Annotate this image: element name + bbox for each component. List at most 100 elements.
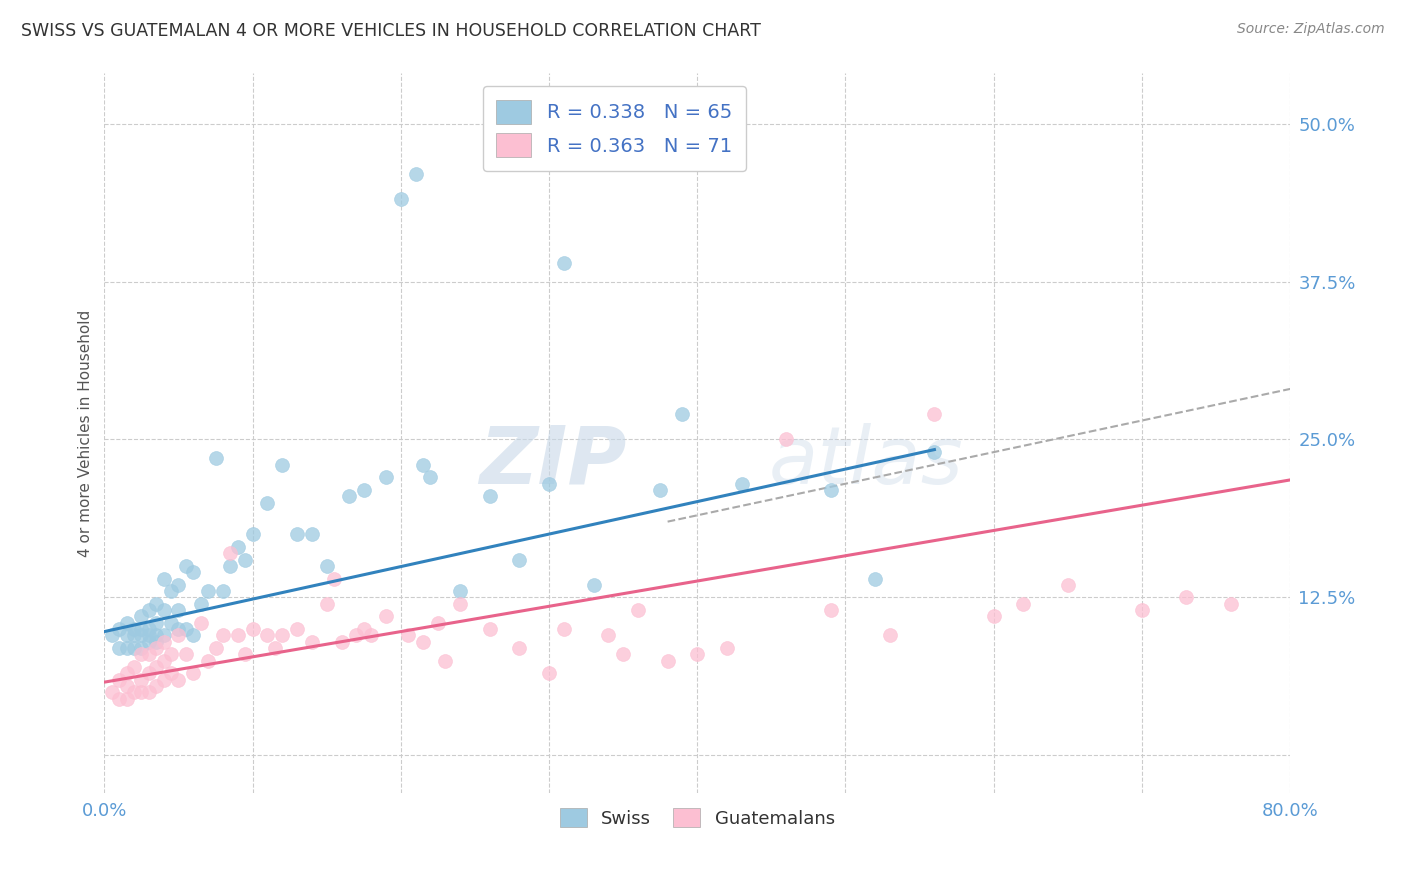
Point [152, 628, 174, 642]
Point [219, 558, 242, 573]
Point [181, 565, 204, 579]
Point [405, 167, 427, 181]
Point [301, 527, 323, 541]
Point [131, 685, 153, 699]
Point [353, 483, 375, 497]
Point [226, 540, 249, 554]
Point [101, 628, 124, 642]
Point [686, 648, 709, 662]
Point [315, 597, 337, 611]
Point [256, 496, 278, 510]
Point [174, 558, 197, 573]
Point [167, 673, 190, 687]
Point [167, 603, 190, 617]
Point [657, 654, 679, 668]
Point [138, 685, 160, 699]
Point [412, 634, 434, 648]
Point [160, 584, 183, 599]
Point [627, 603, 650, 617]
Point [115, 691, 138, 706]
Point [160, 666, 183, 681]
Point [190, 597, 212, 611]
Point [167, 578, 190, 592]
Point [212, 584, 235, 599]
Point [360, 628, 382, 642]
Text: SWISS VS GUATEMALAN 4 OR MORE VEHICLES IN HOUSEHOLD CORRELATION CHART: SWISS VS GUATEMALAN 4 OR MORE VEHICLES I… [21, 22, 761, 40]
Point [449, 584, 471, 599]
Point [115, 679, 138, 693]
Point [145, 597, 167, 611]
Point [108, 640, 131, 655]
Point [434, 654, 457, 668]
Point [330, 634, 353, 648]
Point [879, 628, 901, 642]
Point [131, 673, 153, 687]
Point [389, 192, 412, 206]
Point [242, 622, 264, 636]
Point [219, 546, 242, 560]
Point [315, 558, 337, 573]
Text: Source: ZipAtlas.com: Source: ZipAtlas.com [1237, 22, 1385, 37]
Point [174, 622, 197, 636]
Point [181, 666, 204, 681]
Point [152, 634, 174, 648]
Point [1056, 578, 1078, 592]
Point [256, 628, 278, 642]
Point [138, 666, 160, 681]
Point [478, 489, 501, 503]
Point [115, 628, 138, 642]
Text: atlas: atlas [769, 423, 963, 501]
Y-axis label: 4 or more Vehicles in Household: 4 or more Vehicles in Household [79, 310, 93, 557]
Point [924, 407, 946, 421]
Point [204, 640, 226, 655]
Point [145, 615, 167, 630]
Point [212, 628, 235, 642]
Point [582, 578, 605, 592]
Point [478, 622, 501, 636]
Point [197, 654, 219, 668]
Point [108, 691, 131, 706]
Text: ZIP: ZIP [478, 423, 626, 501]
Point [301, 634, 323, 648]
Point [152, 673, 174, 687]
Point [115, 640, 138, 655]
Point [138, 648, 160, 662]
Point [181, 628, 204, 642]
Point [983, 609, 1005, 624]
Legend: Swiss, Guatemalans: Swiss, Guatemalans [553, 800, 842, 835]
Point [145, 634, 167, 648]
Point [160, 615, 183, 630]
Point [323, 572, 346, 586]
Point [731, 476, 754, 491]
Point [285, 527, 308, 541]
Point [190, 615, 212, 630]
Point [820, 483, 842, 497]
Point [131, 640, 153, 655]
Point [671, 407, 693, 421]
Point [375, 470, 398, 484]
Point [344, 628, 367, 642]
Point [101, 685, 124, 699]
Point [138, 603, 160, 617]
Point [160, 648, 183, 662]
Point [775, 433, 797, 447]
Point [145, 628, 167, 642]
Point [152, 654, 174, 668]
Point [204, 451, 226, 466]
Point [197, 584, 219, 599]
Point [145, 679, 167, 693]
Point [115, 666, 138, 681]
Point [820, 603, 842, 617]
Point [419, 470, 441, 484]
Point [138, 628, 160, 642]
Point [863, 572, 886, 586]
Point [152, 603, 174, 617]
Point [122, 628, 145, 642]
Point [138, 622, 160, 636]
Point [271, 458, 294, 472]
Point [167, 628, 190, 642]
Point [449, 597, 471, 611]
Point [138, 634, 160, 648]
Point [145, 640, 167, 655]
Point [537, 476, 560, 491]
